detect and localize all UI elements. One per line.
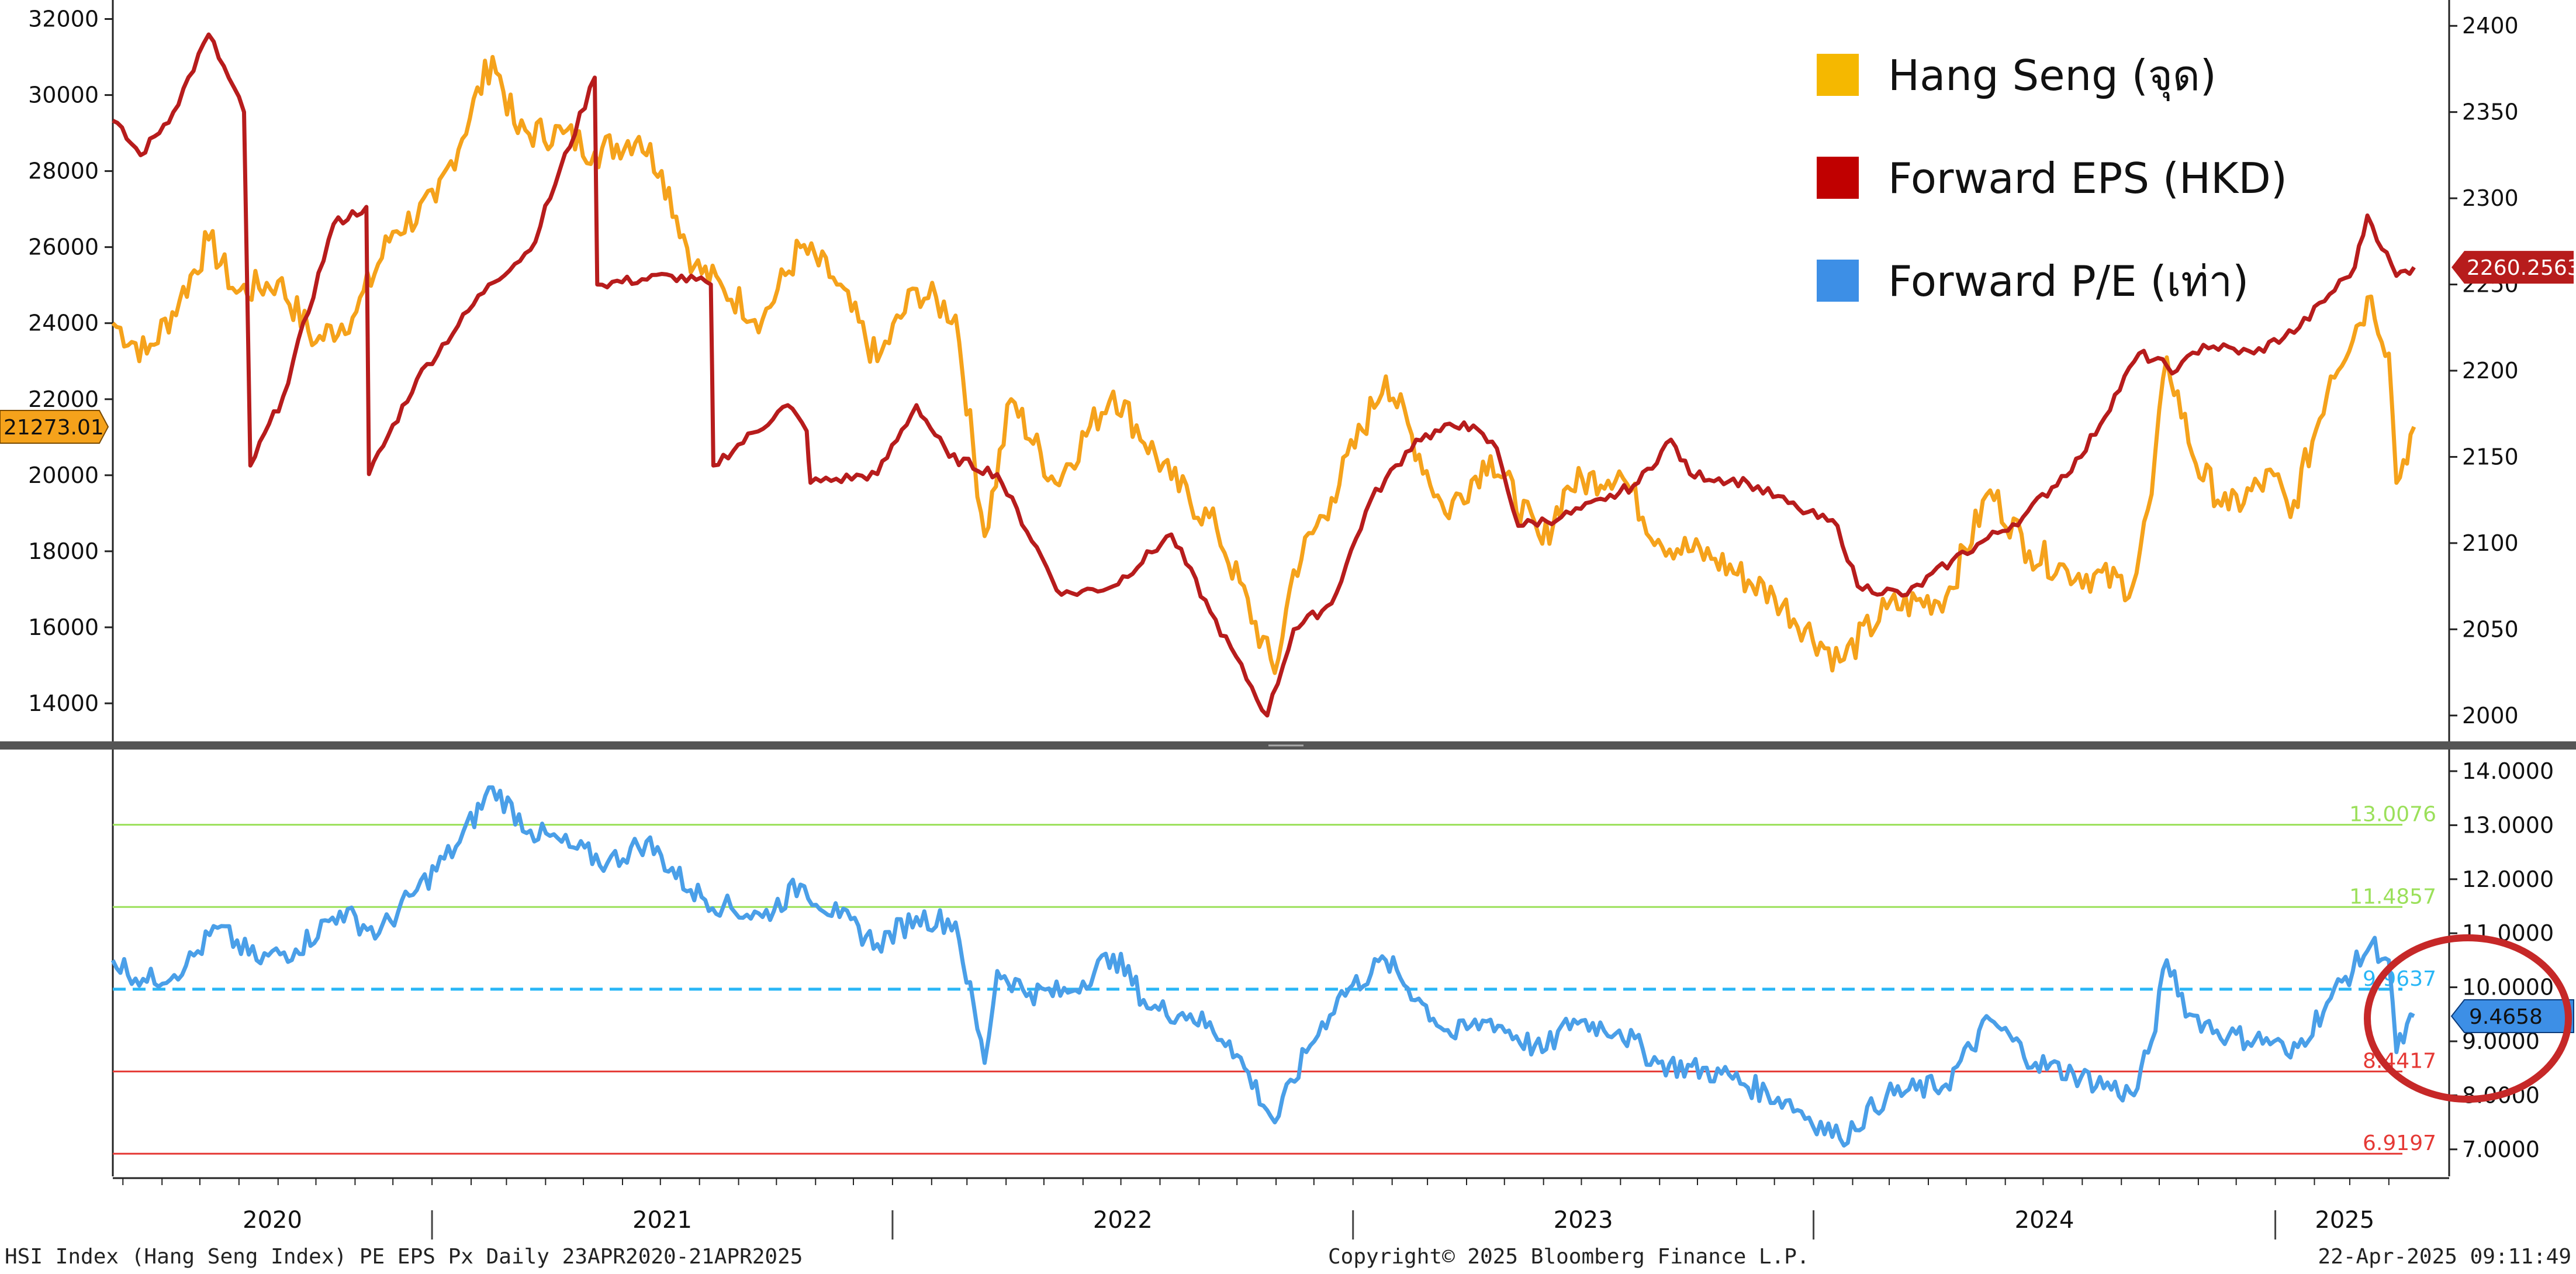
right-tick-label: 2300 bbox=[2462, 185, 2519, 211]
pe-tick-label: 10.0000 bbox=[2462, 975, 2554, 1000]
reference-line-label: 11.4857 bbox=[2349, 885, 2436, 909]
left-tick-label: 26000 bbox=[28, 234, 99, 260]
eps-last-value: 2260.2563 bbox=[2467, 256, 2576, 280]
legend-label: Forward EPS (HKD) bbox=[1888, 154, 2287, 203]
highlight-circle bbox=[2364, 934, 2572, 1103]
left-tick-label: 30000 bbox=[28, 82, 99, 108]
x-tick-label: 2023 bbox=[1554, 1207, 1613, 1234]
eps-last-tag bbox=[2451, 251, 2574, 284]
left-tick-label: 32000 bbox=[28, 6, 99, 32]
pe-last-value: 9.4658 bbox=[2469, 1005, 2543, 1029]
left-tick-label: 16000 bbox=[28, 614, 99, 640]
right-tick-label: 2100 bbox=[2462, 530, 2519, 556]
legend-swatch bbox=[1817, 260, 1859, 302]
hang-seng-line bbox=[111, 55, 2416, 675]
right-tick-label: 2350 bbox=[2462, 99, 2519, 125]
pe-tick-label: 14.0000 bbox=[2462, 758, 2554, 784]
pe-tick-label: 13.0000 bbox=[2462, 812, 2554, 838]
legend-swatch bbox=[1817, 157, 1859, 199]
right-tick-label: 2400 bbox=[2462, 13, 2519, 39]
reference-line-label: 13.0076 bbox=[2349, 803, 2436, 827]
x-tick-label: 2021 bbox=[632, 1207, 692, 1234]
footer-timestamp: 22-Apr-2025 09:11:49 bbox=[2318, 1245, 2571, 1269]
footer-security-label: HSI Index (Hang Seng Index) PE EPS Px Da… bbox=[5, 1245, 803, 1269]
left-tick-label: 28000 bbox=[28, 158, 99, 184]
footer: HSI Index (Hang Seng Index) PE EPS Px Da… bbox=[0, 1240, 2576, 1274]
left-tick-label: 22000 bbox=[28, 386, 99, 412]
pe-tick-label: 12.0000 bbox=[2462, 866, 2554, 892]
left-tick-label: 14000 bbox=[28, 690, 99, 716]
forward-eps-line bbox=[112, 32, 2416, 718]
pe-last-tag bbox=[2450, 999, 2574, 1033]
legend-label: Hang Seng (จุด) bbox=[1888, 51, 2217, 101]
x-tick-label: 2022 bbox=[1093, 1207, 1153, 1234]
hang-seng-last-tag bbox=[0, 410, 109, 444]
x-tick-label: 2025 bbox=[2315, 1207, 2374, 1234]
legend-label: Forward P/E (เท่า) bbox=[1888, 257, 2249, 306]
x-tick-label: 2024 bbox=[2015, 1207, 2074, 1234]
forward-pe-line bbox=[110, 785, 2415, 1148]
left-tick-label: 20000 bbox=[28, 462, 99, 488]
pe-tick-label: 7.0000 bbox=[2462, 1137, 2540, 1162]
left-tick-label: 24000 bbox=[28, 310, 99, 336]
left-tick-label: 18000 bbox=[28, 538, 99, 564]
hang-seng-last-value: 21273.01 bbox=[4, 416, 104, 440]
x-tick-label: 2020 bbox=[243, 1207, 302, 1234]
right-tick-label: 2150 bbox=[2462, 444, 2519, 469]
right-tick-label: 2050 bbox=[2462, 616, 2519, 642]
top-panel: 14000 16000 18000 20000 22000 24000 26000 28000… bbox=[0, 0, 2576, 741]
legend: Hang Seng (จุด) Forward EPS (HKD) Forward … bbox=[1817, 51, 2287, 306]
right-tick-label: 2000 bbox=[2462, 703, 2519, 729]
x-axis: 2020 2021 2022 2023 2024 2025 bbox=[113, 1177, 2449, 1240]
reference-line-label: 6.9197 bbox=[2363, 1131, 2436, 1155]
legend-swatch bbox=[1817, 54, 1859, 96]
right-tick-label: 2200 bbox=[2462, 358, 2519, 384]
bottom-panel: 7.00008.00009.000010.000011.000012.00001… bbox=[110, 750, 2574, 1176]
top-plot-area bbox=[113, 0, 2449, 741]
footer-copyright: Copyright© 2025 Bloomberg Finance L.P. bbox=[1328, 1245, 1810, 1269]
